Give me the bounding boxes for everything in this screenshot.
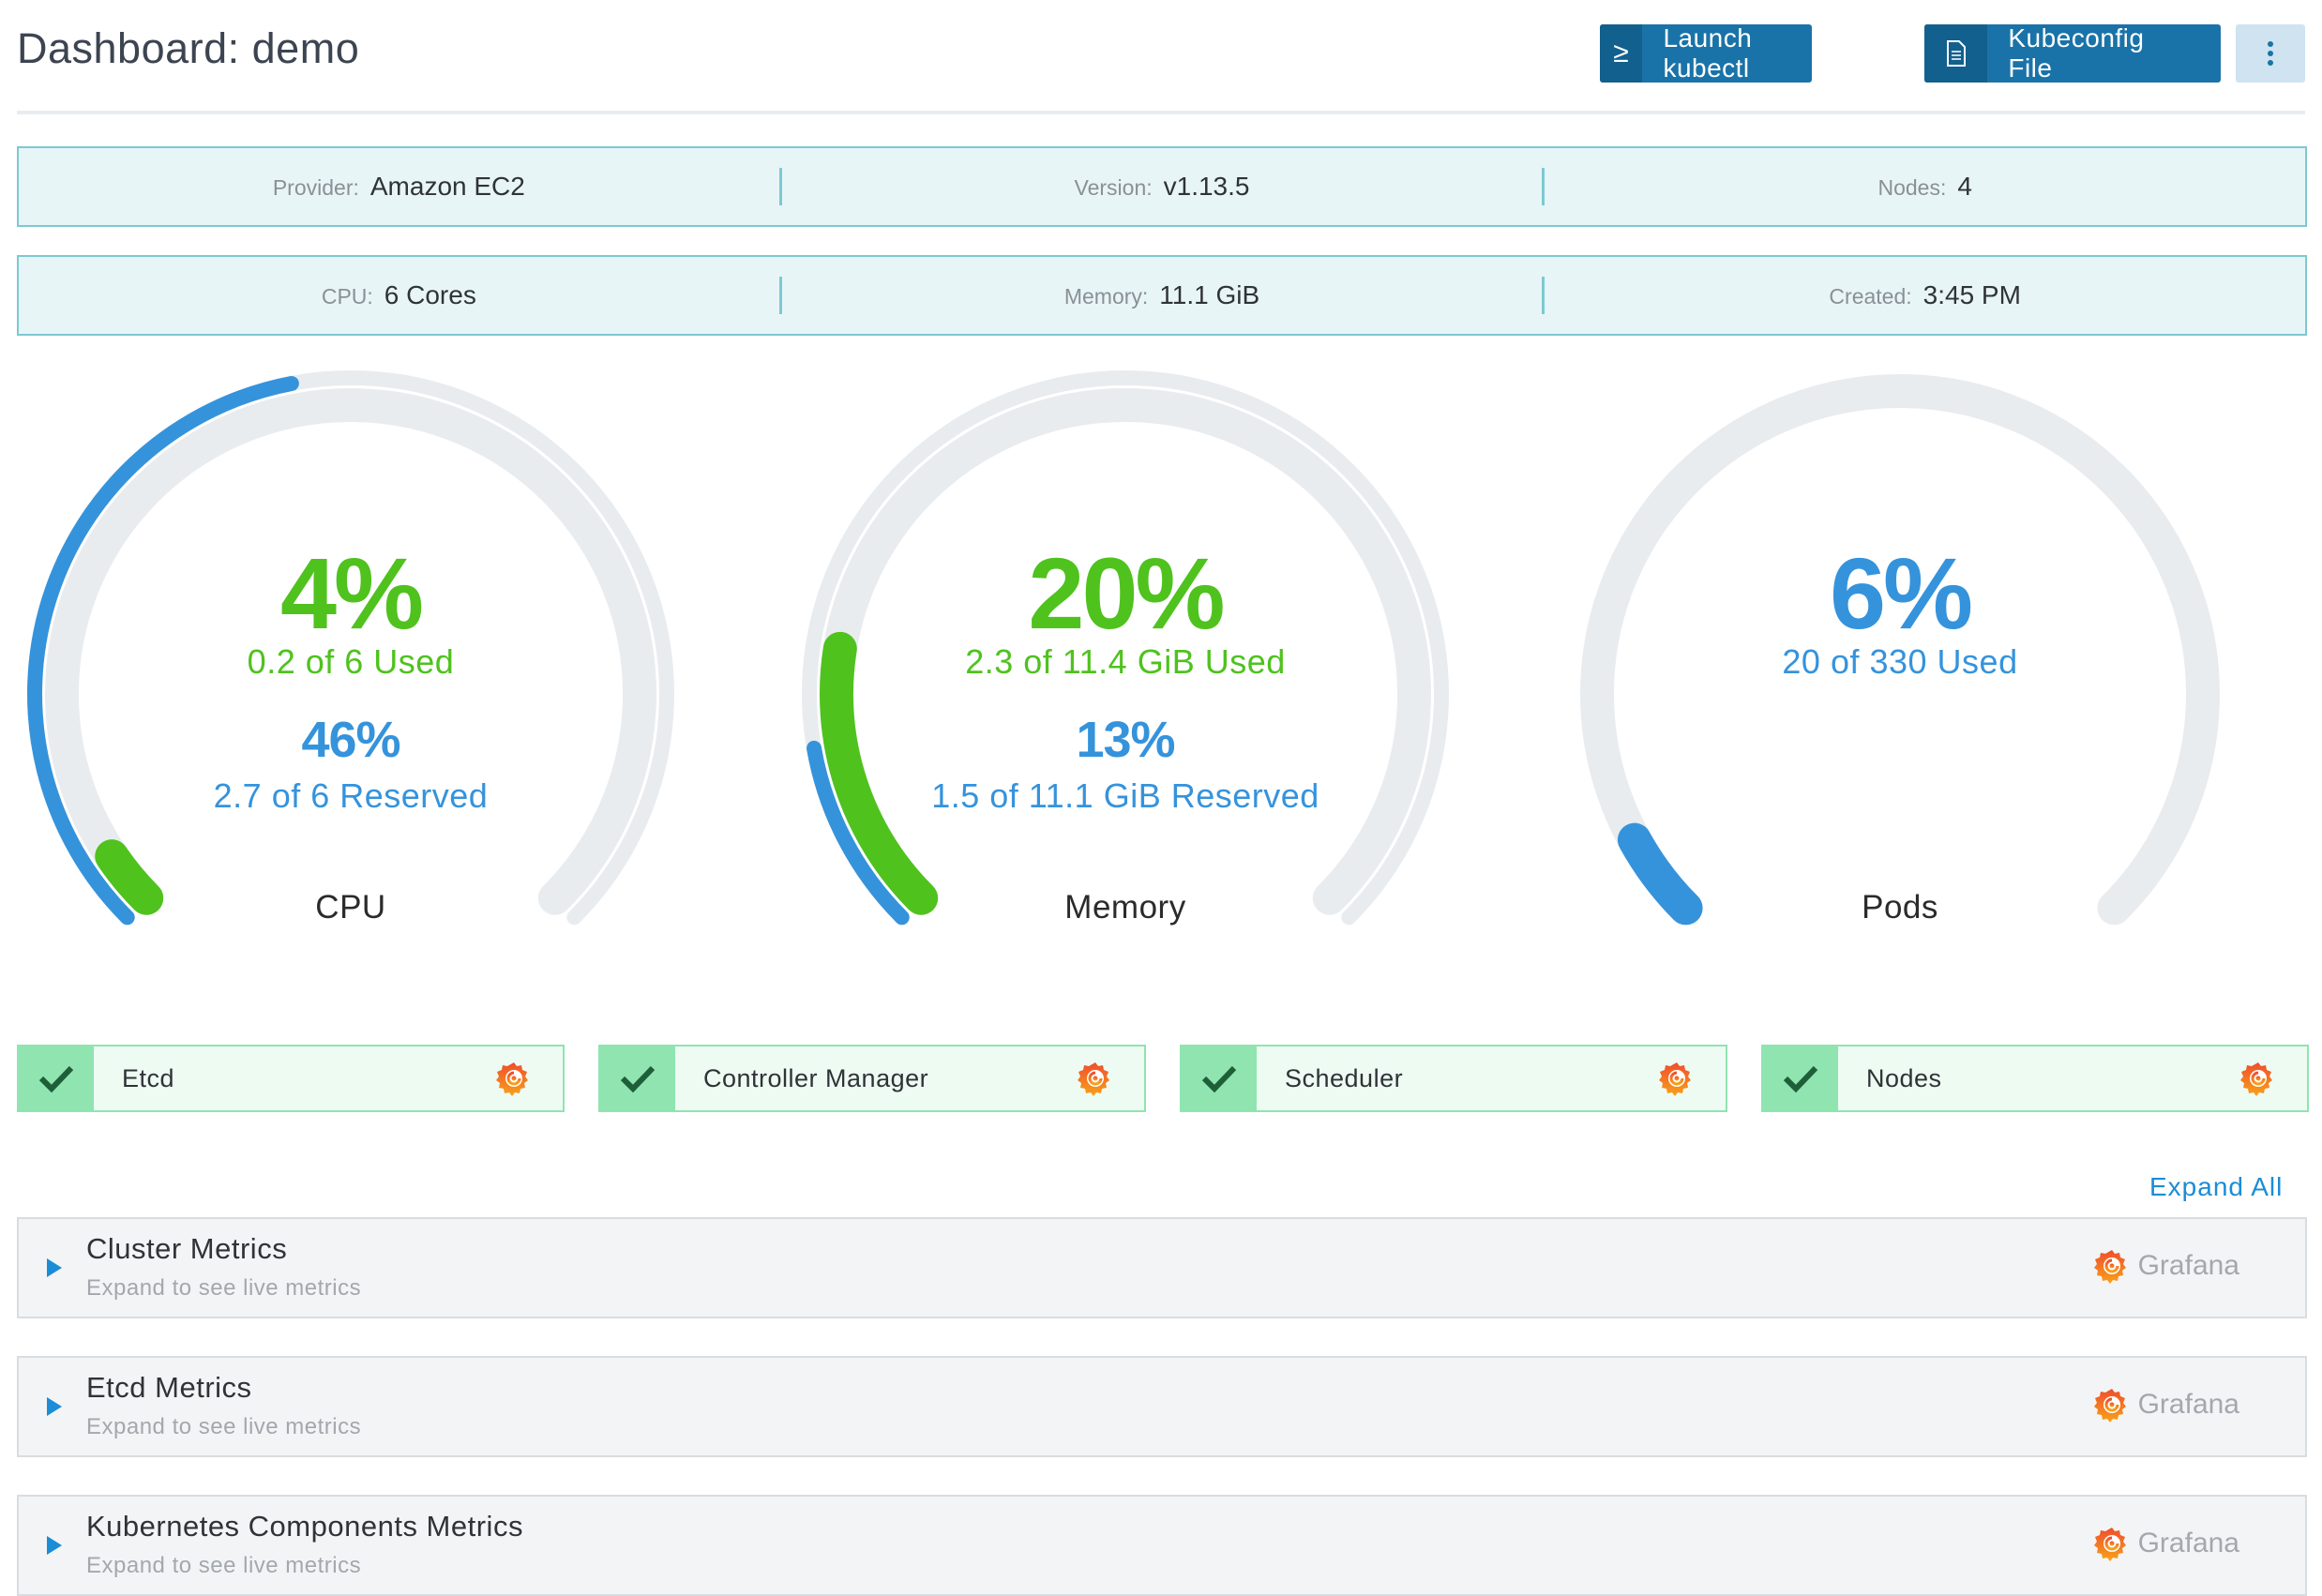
cpu-gauge: 4% 0.2 of 6 Used 46% 2.7 of 6 Reserved C…	[13, 356, 688, 975]
memory-reserved-percent: 13%	[1076, 712, 1175, 768]
grafana-icon[interactable]	[486, 1060, 542, 1097]
page-title: Dashboard: demo	[17, 24, 360, 72]
used-arc	[820, 631, 939, 915]
component-status-nodes: Nodes	[1761, 1045, 2309, 1112]
expand-all-link[interactable]: Expand All	[2149, 1172, 2284, 1201]
provider-value: Amazon EC2	[369, 172, 525, 201]
component-status-etcd: Etcd	[17, 1045, 565, 1112]
created-value: 3:45 PM	[1922, 280, 2021, 309]
capacity-info-bar: CPU: 6 Cores Memory: 11.1 GiB Created: 3…	[17, 255, 2307, 336]
memory-used-text: 2.3 of 11.4 GiB Used	[965, 642, 1286, 681]
more-actions-button[interactable]	[2236, 24, 2305, 83]
info-separator	[778, 168, 782, 205]
memory-info: Memory: 11.1 GiB	[782, 280, 1543, 310]
component-name: Controller Manager	[703, 1063, 929, 1092]
grafana-link-label: Grafana	[2137, 1250, 2239, 1281]
check-icon	[1182, 1046, 1257, 1110]
provider-label: Provider:	[272, 175, 359, 200]
cluster-metrics-panel[interactable]: Cluster Metrics Expand to see live metri…	[17, 1217, 2307, 1318]
grafana-link-label: Grafana	[2137, 1528, 2239, 1558]
grafana-icon	[2093, 1528, 2126, 1561]
cpu-reserved-percent: 46%	[301, 712, 400, 768]
terminal-icon: ≥	[1600, 24, 1643, 83]
grafana-link[interactable]: Grafana	[2093, 1525, 2239, 1562]
component-status-controller-manager: Controller Manager	[598, 1045, 1146, 1112]
used-track	[1580, 374, 2220, 926]
cpu-info: CPU: 6 Cores	[19, 280, 779, 310]
reserved-arc	[27, 375, 299, 926]
component-name: Etcd	[122, 1063, 175, 1092]
reserved-track	[802, 369, 1449, 926]
used-arc	[1617, 822, 1703, 926]
grafana-icon	[2093, 1250, 2126, 1284]
cpu-gauge-label: CPU	[315, 889, 386, 926]
file-icon	[1924, 24, 1988, 83]
component-status-scheduler: Scheduler	[1180, 1045, 1727, 1112]
metric-title: Cluster Metrics	[86, 1232, 288, 1265]
provider-info: Provider: Amazon EC2	[19, 172, 779, 202]
memory-gauge: 20% 2.3 of 11.4 GiB Used 13% 1.5 of 11.1…	[788, 356, 1463, 975]
etcd-metrics-panel[interactable]: Etcd Metrics Expand to see live metrics …	[17, 1356, 2307, 1457]
grafana-link[interactable]: Grafana	[2093, 1247, 2239, 1285]
check-icon	[19, 1046, 94, 1110]
kubeconfig-file-label: Kubeconfig File	[2008, 23, 2145, 83]
pods-used-text: 20 of 330 Used	[1782, 642, 2018, 681]
reserved-arc	[807, 740, 910, 926]
nodes-info: Nodes: 4	[1545, 172, 2305, 202]
grafana-icon	[2093, 1389, 2126, 1423]
grafana-link[interactable]: Grafana	[2093, 1386, 2239, 1423]
component-name: Nodes	[1866, 1063, 1942, 1092]
created-info: Created: 3:45 PM	[1545, 280, 2305, 310]
grafana-icon[interactable]	[1067, 1060, 1123, 1097]
kubeconfig-file-button[interactable]: Kubeconfig File	[1924, 23, 2221, 83]
nodes-value: 4	[1957, 172, 1972, 201]
header-divider	[17, 111, 2305, 114]
kubernetes-components-metrics-panel[interactable]: Kubernetes Components Metrics Expand to …	[17, 1495, 2307, 1596]
cpu-value: 6 Cores	[384, 280, 476, 309]
info-separator	[778, 277, 782, 314]
check-icon	[600, 1046, 675, 1110]
grafana-icon[interactable]	[2230, 1060, 2286, 1097]
memory-value: 11.1 GiB	[1159, 280, 1260, 309]
version-value: v1.13.5	[1163, 172, 1250, 201]
version-label: Version:	[1074, 175, 1153, 200]
launch-kubectl-button[interactable]: ≥ Launch kubectl	[1600, 23, 1812, 83]
metric-subtitle: Expand to see live metrics	[86, 1275, 362, 1301]
cpu-used-text: 0.2 of 6 Used	[247, 642, 455, 681]
metric-title: Kubernetes Components Metrics	[86, 1510, 523, 1543]
vertical-ellipsis-icon	[2268, 41, 2273, 66]
expand-arrow-icon[interactable]	[47, 1258, 62, 1277]
cpu-reserved-text: 2.7 of 6 Reserved	[213, 776, 489, 815]
grafana-link-label: Grafana	[2137, 1389, 2239, 1420]
component-name: Scheduler	[1285, 1063, 1404, 1092]
metric-subtitle: Expand to see live metrics	[86, 1553, 362, 1578]
memory-used-percent: 20%	[1028, 536, 1225, 650]
check-icon	[1763, 1046, 1838, 1110]
version-info: Version: v1.13.5	[782, 172, 1543, 202]
metric-title: Etcd Metrics	[86, 1371, 252, 1404]
pods-gauge-label: Pods	[1862, 889, 1938, 926]
cpu-used-percent: 4%	[279, 536, 424, 650]
cluster-info-bar: Provider: Amazon EC2 Version: v1.13.5 No…	[17, 146, 2307, 227]
memory-reserved-text: 1.5 of 11.1 GiB Reserved	[931, 776, 1319, 815]
memory-label: Memory:	[1063, 284, 1149, 309]
used-arc	[95, 839, 164, 915]
expand-arrow-icon[interactable]	[47, 1536, 62, 1555]
memory-gauge-label: Memory	[1064, 889, 1186, 926]
grafana-icon[interactable]	[1649, 1060, 1705, 1097]
expand-arrow-icon[interactable]	[47, 1397, 62, 1416]
info-separator	[1542, 168, 1545, 205]
metric-subtitle: Expand to see live metrics	[86, 1414, 362, 1439]
launch-kubectl-label: Launch kubectl	[1663, 23, 1753, 83]
cpu-label: CPU:	[321, 284, 373, 309]
nodes-label: Nodes:	[1877, 175, 1947, 200]
created-label: Created:	[1829, 284, 1912, 309]
info-separator	[1542, 277, 1545, 314]
pods-gauge: 6% 20 of 330 Used Pods	[1562, 356, 2238, 975]
pods-used-percent: 6%	[1829, 536, 1973, 650]
used-track	[45, 388, 656, 915]
